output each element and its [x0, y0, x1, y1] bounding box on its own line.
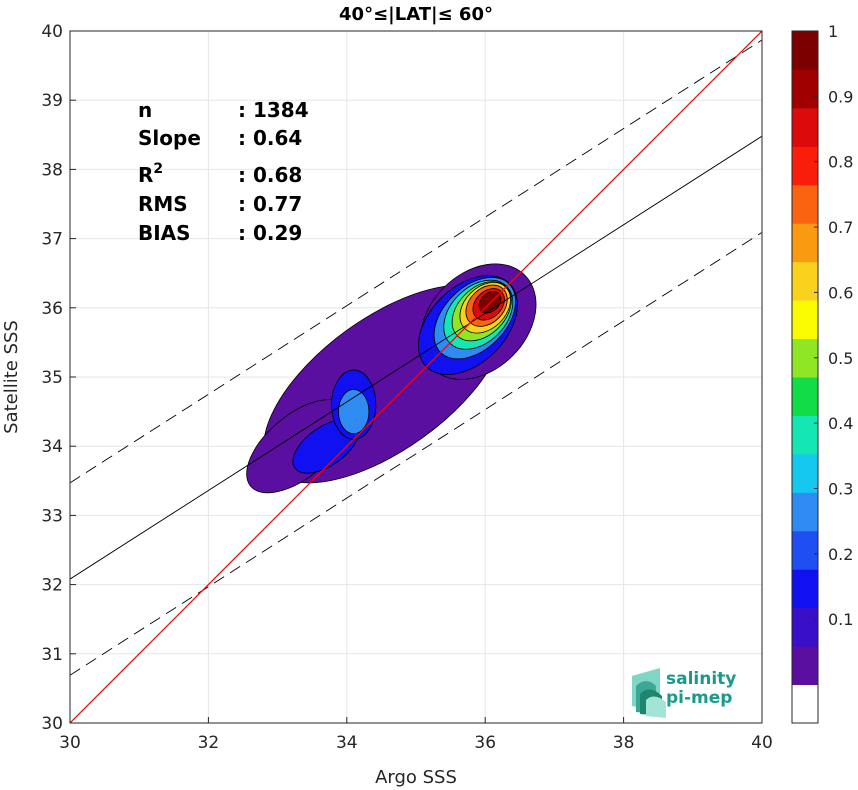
logo-mark-icon [632, 668, 666, 718]
colorbar-segment [792, 261, 818, 301]
colorbar-segment [792, 492, 818, 532]
x-axis-label: Argo SSS [375, 767, 457, 788]
colorbar-segment [792, 184, 818, 224]
y-axis-label: Satellite SSS [1, 320, 22, 434]
y-tick-label: 40 [41, 22, 63, 42]
x-tick-label: 30 [59, 733, 81, 753]
salinity-pimep-logo: salinity pi-mep [632, 668, 736, 718]
colorbar-tick-label: 0.4 [828, 414, 853, 433]
reference-lines [70, 31, 762, 723]
statistics-box: n : 1384 Slope : 0.64 R2 : 0.68 RMS : 0.77 BIAS:… [138, 98, 309, 245]
x-tick-label: 40 [751, 733, 773, 753]
logo-line-1: salinity [666, 669, 736, 689]
stat-value: : 0.68 [238, 163, 302, 187]
colorbar-segment [792, 300, 818, 340]
colorbar-tick-label: 0.1 [828, 610, 853, 629]
stat-value: : 0.77 [238, 192, 302, 216]
stat-label: n [138, 98, 152, 122]
colorbar-tick-label: 0.5 [828, 349, 853, 368]
colorbar-segment [792, 107, 818, 147]
colorbar-frame [791, 30, 819, 724]
x-tick-labels: 30 32 34 36 38 40 [59, 717, 773, 753]
stat-value: : 0.29 [238, 221, 302, 245]
density-contour [338, 389, 370, 435]
colorbar-segment [792, 530, 818, 570]
colorbar-tick-label: 0.2 [828, 545, 853, 564]
stat-label: RMS [138, 192, 188, 216]
colorbar-tick-label: 0.6 [828, 283, 853, 302]
y-tick-labels: 30 31 32 33 34 35 36 37 38 39 40 [41, 22, 76, 734]
colorbar-segment [792, 146, 818, 186]
x-tick-label: 34 [336, 733, 358, 753]
chart-title: 40°≤|LAT|≤ 60° [339, 4, 493, 25]
colorbar-segment [792, 415, 818, 455]
colorbar: 1 0.9 0.8 0.7 0.6 0.5 0.4 0.3 0.2 0.1 [791, 22, 853, 724]
colorbar-segment [792, 684, 818, 724]
colorbar-segment [792, 338, 818, 378]
colorbar-tick-label: 0.9 [828, 87, 853, 106]
regression-line [70, 135, 762, 580]
stat-value: : 0.64 [238, 126, 302, 150]
colorbar-tick-label: 0.8 [828, 153, 853, 172]
y-tick-label: 32 [41, 576, 63, 596]
y-tick-label: 34 [41, 437, 63, 457]
lower-rms-line [70, 231, 762, 676]
grid-lines [70, 31, 762, 723]
y-tick-label: 35 [41, 368, 63, 388]
colorbar-segment [792, 453, 818, 493]
stat-label: BIAS [138, 221, 191, 245]
colorbar-segment [792, 31, 818, 70]
colorbar-segment [792, 569, 818, 609]
y-tick-label: 37 [41, 230, 63, 250]
colorbar-segment [792, 646, 818, 686]
y-tick-label: 38 [41, 160, 63, 180]
y-tick-label: 36 [41, 299, 63, 319]
stat-label: R2 [138, 161, 163, 187]
stat-label-superscript: 2 [153, 161, 163, 177]
logo-line-2: pi-mep [666, 688, 732, 708]
upper-rms-line [70, 39, 762, 484]
identity-line [70, 31, 762, 723]
x-tick-label: 32 [198, 733, 220, 753]
y-tick-label: 30 [41, 714, 63, 734]
stat-value: : 1384 [238, 98, 309, 122]
y-tick-label: 33 [41, 506, 63, 526]
colorbar-segment [792, 223, 818, 263]
y-tick-label: 39 [41, 91, 63, 111]
x-tick-label: 36 [474, 733, 496, 753]
stat-label: Slope [138, 126, 201, 150]
colorbar-tick-label: 0.3 [828, 479, 853, 498]
colorbar-segment [792, 377, 818, 416]
colorbar-segment [792, 607, 818, 647]
y-tick-label: 31 [41, 645, 63, 665]
colorbar-tick-label: 1 [828, 22, 838, 41]
x-tick-label: 38 [613, 733, 635, 753]
colorbar-segment [792, 69, 818, 109]
colorbar-tick-label: 0.7 [828, 218, 853, 237]
